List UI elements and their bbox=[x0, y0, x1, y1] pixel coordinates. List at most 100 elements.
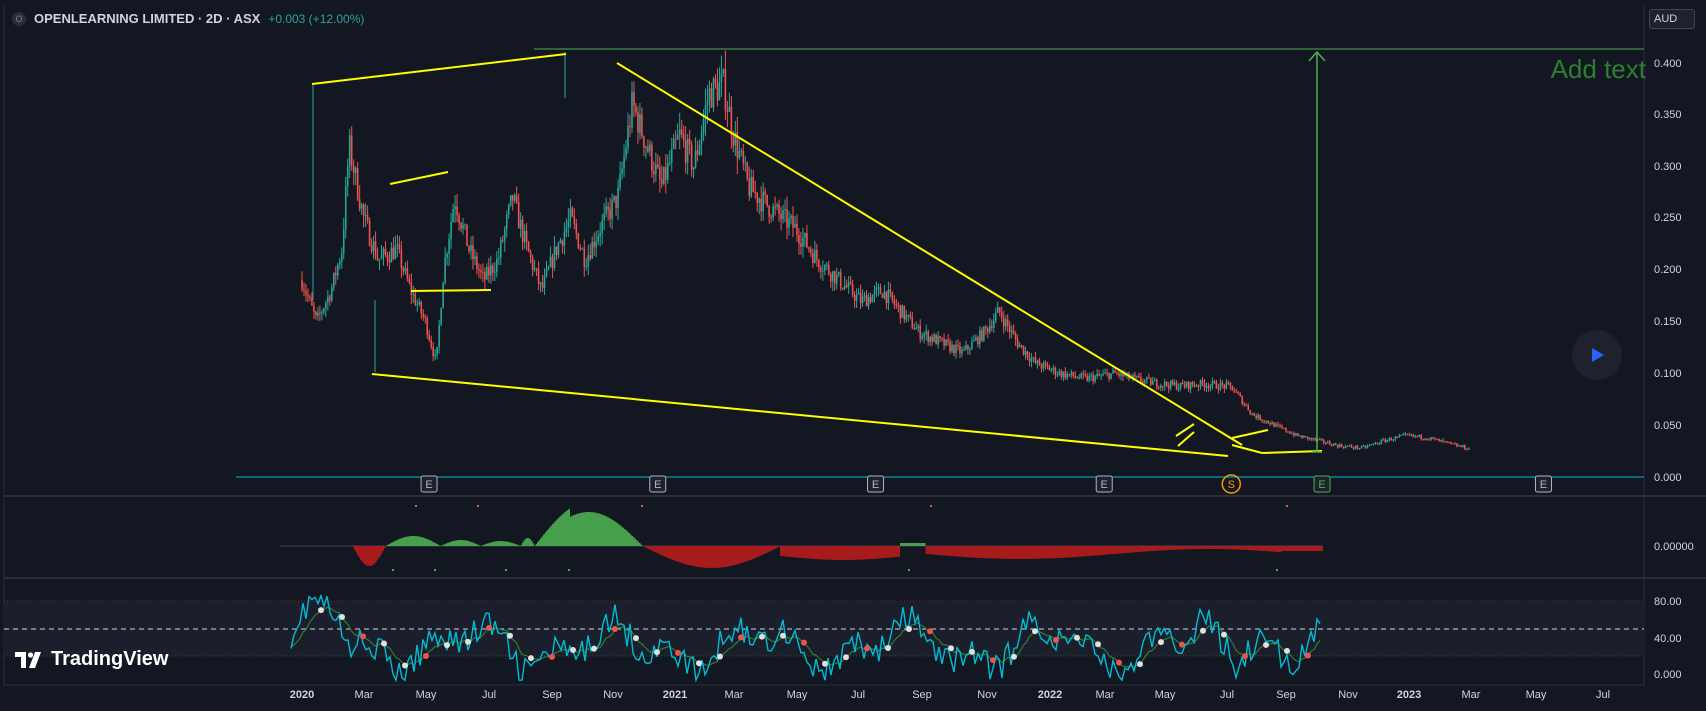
rsi-cross-dot bbox=[423, 653, 429, 659]
candle bbox=[744, 163, 746, 164]
histogram-bar bbox=[1187, 546, 1189, 549]
histogram-bar bbox=[827, 546, 829, 560]
histogram-bar bbox=[1245, 546, 1247, 550]
currency-button[interactable]: AUD bbox=[1649, 9, 1695, 29]
histogram-bar bbox=[1047, 546, 1049, 558]
candle bbox=[1393, 440, 1395, 441]
histogram-bar bbox=[1220, 546, 1222, 549]
candle bbox=[1424, 439, 1426, 440]
time-axis-tick: Nov bbox=[977, 689, 997, 701]
histogram-bar bbox=[618, 524, 620, 546]
histogram-bar bbox=[788, 546, 790, 557]
candle bbox=[1049, 367, 1051, 371]
histogram-bar bbox=[1022, 546, 1024, 559]
histogram-bar bbox=[1227, 546, 1229, 549]
candle bbox=[1074, 376, 1076, 377]
tradingview-logo[interactable]: TradingView bbox=[15, 648, 168, 671]
candle bbox=[898, 305, 900, 306]
histogram-bar bbox=[1169, 546, 1171, 550]
histogram-bar bbox=[458, 540, 460, 546]
candle bbox=[536, 268, 538, 269]
candle bbox=[442, 283, 444, 309]
histogram-bar bbox=[1239, 546, 1241, 550]
histogram-bar bbox=[887, 546, 889, 558]
trendline-small-2 bbox=[411, 290, 491, 291]
histogram-bar bbox=[1097, 546, 1099, 555]
candle bbox=[1458, 446, 1460, 447]
candle bbox=[1418, 435, 1420, 437]
histogram-bar bbox=[909, 543, 911, 546]
histogram-bar bbox=[464, 540, 466, 546]
replay-play-button[interactable] bbox=[1572, 330, 1622, 380]
candle bbox=[514, 196, 516, 201]
candle bbox=[965, 345, 967, 349]
histogram-bar bbox=[444, 544, 446, 546]
histogram-bar bbox=[981, 546, 983, 558]
histogram-bar bbox=[567, 510, 569, 546]
histogram-bar bbox=[884, 546, 886, 558]
event-marker-earnings-3[interactable]: E bbox=[1096, 476, 1112, 492]
candle bbox=[748, 179, 750, 197]
histogram-bar bbox=[1193, 546, 1195, 549]
histogram-bar bbox=[1073, 546, 1075, 557]
symbol-icon[interactable]: O bbox=[12, 12, 26, 26]
histogram-bar bbox=[1269, 546, 1271, 551]
histogram-bar bbox=[450, 542, 452, 546]
histogram-bar bbox=[576, 514, 578, 546]
candle bbox=[782, 210, 784, 219]
event-marker-earnings-1[interactable]: E bbox=[650, 476, 666, 492]
histogram-bar bbox=[890, 546, 892, 558]
hist-signal-dot bbox=[477, 505, 479, 507]
event-marker-earnings-0[interactable]: E bbox=[421, 476, 437, 492]
histogram-bar bbox=[648, 546, 650, 549]
time-axis-tick: Jul bbox=[1596, 689, 1610, 701]
candle bbox=[778, 205, 780, 214]
histogram-bar bbox=[651, 546, 653, 550]
candle bbox=[409, 278, 411, 282]
candle bbox=[522, 219, 524, 241]
histogram-bar bbox=[501, 541, 503, 546]
candle bbox=[864, 295, 866, 296]
candle bbox=[1043, 363, 1045, 369]
rsi-cross-dot bbox=[696, 660, 702, 666]
histogram-bar bbox=[548, 529, 550, 546]
event-marker-earnings-5[interactable]: E bbox=[1314, 476, 1330, 492]
candle bbox=[880, 287, 882, 294]
candle bbox=[1098, 374, 1100, 376]
histogram-bar bbox=[614, 521, 616, 546]
candle bbox=[307, 295, 309, 297]
candle bbox=[420, 302, 422, 314]
candle bbox=[1327, 442, 1329, 444]
histogram-bar bbox=[584, 512, 586, 546]
histogram-bar bbox=[1032, 546, 1034, 559]
candle bbox=[1180, 383, 1182, 388]
histogram-bar bbox=[1127, 546, 1129, 553]
candle bbox=[558, 243, 560, 255]
candle bbox=[1053, 368, 1055, 370]
chart-header: O OPENLEARNING LIMITED · 2D · ASX +0.003… bbox=[12, 11, 364, 26]
candle bbox=[476, 256, 478, 269]
histogram-bar bbox=[1125, 546, 1127, 553]
histogram-bar bbox=[741, 546, 743, 563]
candle bbox=[1273, 423, 1275, 427]
histogram-bar bbox=[492, 542, 494, 546]
earnings-marker-label: E bbox=[1318, 479, 1325, 491]
symbol-title[interactable]: OPENLEARNING LIMITED · 2D · ASX bbox=[34, 11, 260, 26]
histogram-bar bbox=[740, 546, 742, 564]
candle bbox=[498, 257, 500, 258]
histogram-bar bbox=[527, 538, 529, 546]
histogram-bar bbox=[743, 546, 745, 563]
event-marker-earnings-6[interactable]: E bbox=[1535, 476, 1551, 492]
candle bbox=[1303, 436, 1305, 438]
histogram-bar bbox=[1052, 546, 1054, 558]
histogram-bar bbox=[786, 546, 788, 557]
candle bbox=[1035, 358, 1037, 364]
event-marker-earnings-2[interactable]: E bbox=[868, 476, 884, 492]
hist-signal-dot bbox=[505, 569, 507, 571]
histogram-bar bbox=[591, 512, 593, 546]
histogram-bar bbox=[482, 545, 484, 546]
candle bbox=[1265, 421, 1267, 422]
histogram-bar bbox=[1274, 546, 1276, 552]
